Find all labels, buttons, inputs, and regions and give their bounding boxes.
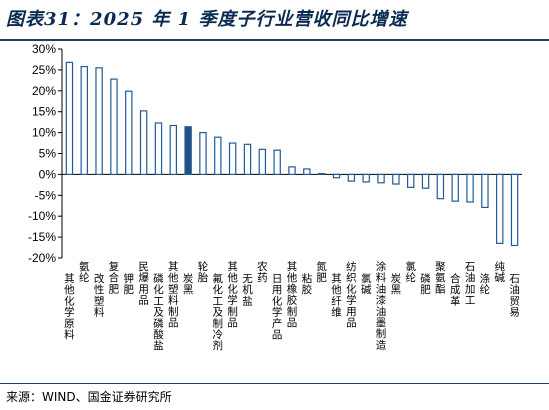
x-tick-label: 合成革 <box>450 272 461 307</box>
x-tick-label: 石油加工 <box>465 261 476 307</box>
x-tick-label: 复合肥 <box>109 260 120 295</box>
x-tick-label: 无机盐 <box>242 273 253 307</box>
x-tick-label: 炭黑 <box>183 273 194 296</box>
x-tick-label: 轮胎 <box>198 260 209 284</box>
bar <box>303 168 311 176</box>
x-tick-label: 农药 <box>257 260 268 284</box>
y-tick-label: -15% <box>28 230 56 244</box>
y-tick-label: 20% <box>32 84 56 98</box>
bar <box>347 173 356 182</box>
x-tick-label: 磷化工及磷酸盐 <box>153 272 164 352</box>
bar <box>243 143 252 176</box>
x-tick-label: 其他化学制品 <box>227 261 238 329</box>
x-tick-label: 涂料油漆油墨制造 <box>376 260 387 351</box>
source-divider <box>0 383 549 384</box>
x-tick-label: 粘胶 <box>302 272 313 296</box>
x-tick-label: 日用化学产品 <box>272 273 283 341</box>
x-tick-label: 磷肥 <box>420 272 431 296</box>
x-tick-label: 石油贸易 <box>509 273 520 319</box>
y-tick-label: 30% <box>32 42 56 56</box>
bar <box>80 65 88 176</box>
bar <box>139 110 148 175</box>
y-tick-label: -5% <box>35 188 57 202</box>
y-tick-label: -10% <box>28 209 56 223</box>
bar <box>199 132 207 176</box>
bar <box>406 173 415 188</box>
bar <box>273 149 281 176</box>
bar <box>258 148 267 176</box>
bar <box>154 122 163 176</box>
x-tick-label: 钾肥 <box>124 272 135 296</box>
bar <box>288 166 296 176</box>
bar <box>451 173 459 202</box>
y-tick-label: 5% <box>39 147 57 161</box>
x-tick-label: 氯纶 <box>405 260 416 284</box>
title-divider <box>0 39 549 41</box>
bar <box>169 124 178 176</box>
bar <box>214 136 222 175</box>
x-tick-label: 氯碱 <box>361 272 372 296</box>
x-tick-label: 氨纶 <box>79 260 90 284</box>
bar <box>95 67 103 175</box>
bar <box>421 173 430 189</box>
chart-title: 图表31：2025 年 1 季度子行业营收同比增速 <box>6 9 408 30</box>
bar <box>184 126 192 176</box>
x-tick-label: 其他化学原料 <box>64 273 75 341</box>
x-tick-label: 纯碱 <box>494 260 505 284</box>
title-bar: 图表31：2025 年 1 季度子行业营收同比增速 <box>0 0 549 38</box>
x-tick-label: 改性塑料 <box>94 272 105 319</box>
bar <box>510 173 519 247</box>
bar <box>496 173 504 244</box>
x-tick-label: 涤纶 <box>480 272 491 296</box>
bar <box>317 172 326 175</box>
bar <box>392 173 400 185</box>
y-tick-label: 15% <box>32 105 56 119</box>
bar <box>332 173 341 179</box>
x-tick-label: 其他塑料制品 <box>168 261 179 329</box>
y-tick-label: -20% <box>28 251 56 265</box>
y-tick-label: 25% <box>32 63 56 77</box>
x-tick-label: 纺织化学用品 <box>346 260 357 329</box>
bar <box>110 78 118 176</box>
x-tick-label: 炭黑 <box>391 273 402 296</box>
x-tick-label: 氟化工及制冷剂 <box>213 272 224 352</box>
bar <box>125 90 133 176</box>
x-tick-label: 其他橡胶制品 <box>287 261 298 329</box>
bar <box>377 173 385 184</box>
bar <box>466 173 474 203</box>
y-tick-label: 10% <box>32 126 56 140</box>
x-tick-label: 其他纤维 <box>331 273 342 319</box>
bar <box>65 61 74 176</box>
bar <box>362 173 370 183</box>
x-tick-label: 民爆用品 <box>138 261 149 307</box>
bar <box>481 173 489 209</box>
x-tick-label: 氮肥 <box>316 260 327 284</box>
bar-chart: -20% -15% -10% -5% 0% 5% 10% 15% 20% 25% 30% 其他化学原料… <box>28 42 522 352</box>
x-tick-label: 聚氨酯 <box>435 261 446 295</box>
bar <box>228 142 237 176</box>
bar <box>436 173 445 200</box>
source-note: 来源：WIND、国金证券研究所 <box>6 390 172 404</box>
y-tick-label: 0% <box>39 167 57 181</box>
